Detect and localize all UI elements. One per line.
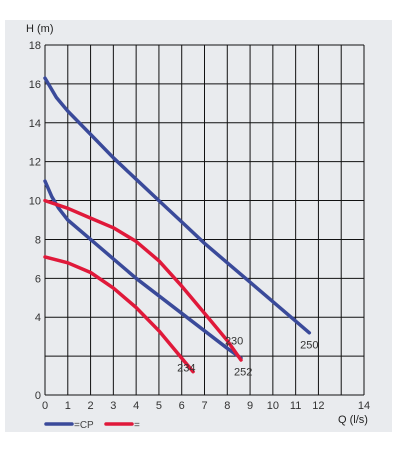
- x-tick-label-6: 6: [179, 400, 185, 412]
- y-tick-label-16: 16: [29, 79, 41, 91]
- y-tick-label-10: 10: [29, 196, 41, 208]
- curve-label-252: 252: [234, 367, 252, 379]
- x-tick-label-14: 14: [358, 400, 370, 412]
- legend: =CP =: [44, 420, 140, 431]
- curve-label-230: 230: [225, 335, 243, 347]
- y-tick-label-18: 18: [29, 40, 41, 52]
- curve-labels: 250 230 234 252: [177, 335, 318, 378]
- x-tick-labels: 0 1 2 3 4 5 6 7 8 9 10 11 12 14: [42, 400, 370, 412]
- x-tick-label-8: 8: [224, 400, 230, 412]
- y-tick-label-0: 0: [35, 390, 41, 402]
- y-tick-label-12: 12: [29, 157, 41, 169]
- curve-250: [43, 76, 312, 335]
- y-tick-label-8: 8: [35, 234, 41, 246]
- x-axis-label: Q (l/s): [338, 414, 368, 426]
- x-tick-label-11: 11: [290, 400, 301, 412]
- x-tick-label-0: 0: [42, 400, 48, 412]
- x-tick-label-10: 10: [267, 400, 279, 412]
- grid-lines: [44, 44, 365, 396]
- x-tick-label-2: 2: [88, 400, 94, 412]
- curve-230: [43, 198, 243, 362]
- x-tick-label-9: 9: [247, 400, 253, 412]
- curve-label-234: 234: [177, 363, 195, 375]
- curves-layer: [43, 76, 312, 374]
- y-tick-label-4: 4: [35, 312, 41, 324]
- curve-234: [43, 255, 195, 374]
- x-tick-label-4: 4: [133, 400, 139, 412]
- y-axis-label: H (m): [26, 23, 54, 35]
- y-tick-labels: 0 4 6 8 10 12 14 16 18: [29, 40, 41, 402]
- y-tick-label-14: 14: [29, 118, 41, 130]
- x-tick-label-5: 5: [156, 400, 162, 412]
- x-tick-label-7: 7: [201, 400, 207, 412]
- x-tick-label-3: 3: [110, 400, 116, 412]
- legend-label-1: =: [134, 420, 140, 431]
- x-tick-label-12: 12: [312, 400, 324, 412]
- y-tick-label-6: 6: [35, 273, 41, 285]
- x-tick-label-1: 1: [65, 400, 71, 412]
- curve-label-250: 250: [300, 339, 318, 351]
- legend-label-0: =CP: [74, 420, 94, 431]
- chart-background: [5, 20, 392, 432]
